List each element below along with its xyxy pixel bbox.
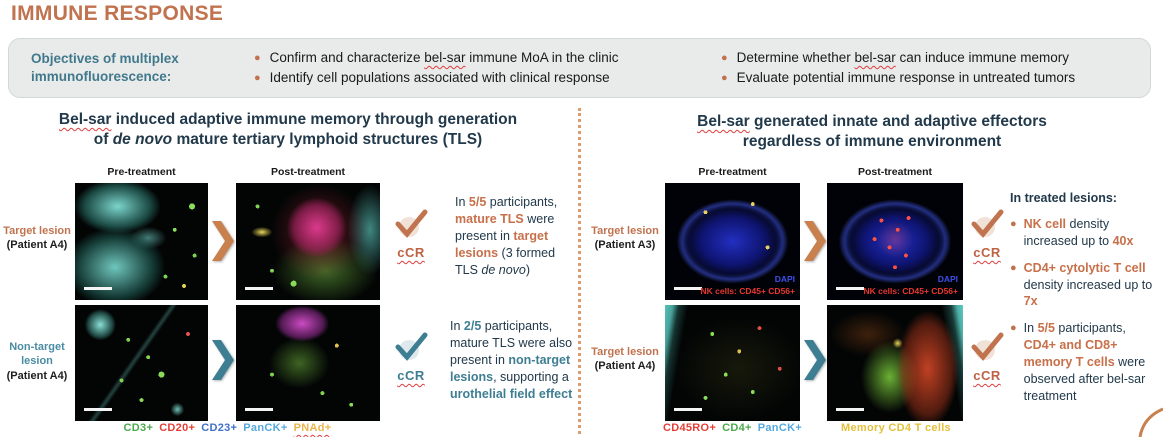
objectives-box: Objectives of multiplex immunofluorescen… xyxy=(8,38,1151,98)
checkmark-icon xyxy=(395,209,428,238)
left-row1-label: Target lesion (Patient A4) xyxy=(3,225,71,252)
right-row1-label: Target lesion (Patient A3) xyxy=(591,225,659,252)
bullet-icon: ● xyxy=(254,71,261,84)
corner-swoosh-decoration xyxy=(1138,407,1163,437)
micrograph-right-target-a3-post: DAPI NK cells: CD45+ CD56+ xyxy=(827,183,963,300)
right-pre-treatment-header: Pre-treatment xyxy=(698,166,767,178)
dapi-label: DAPI xyxy=(774,274,795,285)
left-row2-note: In 2/5 participants, mature TLS were als… xyxy=(450,319,573,401)
left-pre-treatment-header: Pre-treatment xyxy=(107,166,176,178)
micrograph-right-target-a4-post xyxy=(827,305,963,421)
scale-bar xyxy=(84,408,112,411)
ccr-indicator-left-row2: cCR xyxy=(388,330,434,383)
micrograph-left-target-pre xyxy=(75,183,208,300)
checkmark-icon xyxy=(971,209,1004,238)
bullet-icon: ● xyxy=(721,71,728,84)
scale-bar xyxy=(245,408,273,411)
micrograph-left-nontarget-post xyxy=(236,305,380,421)
scale-bar xyxy=(836,287,864,290)
checkmark-icon xyxy=(395,332,428,361)
scale-bar xyxy=(836,408,864,411)
micrograph-right-target-a3-pre: DAPI NK cells: CD45+ CD56+ xyxy=(665,183,800,300)
left-row2-label: Non-target lesion (Patient A4) xyxy=(6,341,68,382)
right-pre-stain-caption: CD45RO+ CD4+ PanCK+ xyxy=(662,422,803,434)
ccr-indicator-right-row2: cCR xyxy=(964,330,1010,383)
notes-heading: In treated lesions: xyxy=(1010,191,1117,205)
scale-bar xyxy=(245,287,273,290)
scale-bar xyxy=(674,287,702,290)
chevron-right-icon xyxy=(804,221,826,261)
right-post-stain-caption: Memory CD4 T cells xyxy=(841,422,951,434)
left-post-treatment-header: Post-treatment xyxy=(270,166,346,178)
objectives-column-1: ● Confirm and characterize bel-sar immun… xyxy=(254,48,709,88)
bullet-icon: ● xyxy=(1010,261,1017,274)
objectives-column-2: ● Determine whether bel-sar can induce i… xyxy=(721,48,1151,88)
chevron-right-icon xyxy=(804,340,826,380)
left-panel-stain-caption: CD3+ CD20+ CD23+ PanCK+ PNAd+ xyxy=(123,422,332,434)
objective-item-1: ● Confirm and characterize bel-sar immun… xyxy=(254,50,619,65)
bullet-icon: ● xyxy=(1010,217,1017,230)
micrograph-right-target-a4-pre xyxy=(665,305,800,421)
right-panel-title: Bel-sar generated innate and adaptive ef… xyxy=(697,113,1047,150)
page-title: IMMUNE RESPONSE xyxy=(11,2,224,25)
objectives-label: Objectives of multiplex immunofluorescen… xyxy=(31,51,179,84)
note-item-2: ● CD4+ cytolytic T cell density increase… xyxy=(1010,260,1153,309)
scale-bar xyxy=(84,287,112,290)
note-item-3: ● In 5/5 participants, CD4+ and CD8+ mem… xyxy=(1010,321,1146,403)
panel-divider xyxy=(578,108,581,434)
chevron-right-icon xyxy=(212,221,234,261)
objective-item-4: ● Evaluate potential immune response in … xyxy=(721,69,1076,85)
bullet-icon: ● xyxy=(1010,322,1017,335)
ccr-indicator-left-row1: cCR xyxy=(388,207,434,260)
right-post-treatment-header: Post-treatment xyxy=(857,166,933,178)
dapi-label: DAPI xyxy=(937,274,958,285)
scale-bar xyxy=(674,408,702,411)
checkmark-icon xyxy=(971,332,1004,361)
image-stain-labels: DAPI NK cells: CD45+ CD56+ xyxy=(701,274,796,297)
nk-cells-label: NK cells: CD45+ CD56+ xyxy=(700,285,796,296)
micrograph-left-target-post xyxy=(236,183,380,300)
left-row1-note: In 5/5 participants, mature TLS were pre… xyxy=(455,195,558,277)
nk-cells-label: NK cells: CD45+ CD56+ xyxy=(863,285,959,296)
bullet-icon: ● xyxy=(721,52,728,64)
micrograph-left-nontarget-pre xyxy=(75,305,208,421)
left-panel-title: Bel-sar induced adaptive immune memory t… xyxy=(58,111,518,148)
ccr-indicator-right-row1: cCR xyxy=(964,207,1010,260)
chevron-right-icon xyxy=(212,340,234,380)
right-row2-label: Target lesion (Patient A4) xyxy=(591,346,659,373)
note-item-1: ● NK cell density increased up to 40x xyxy=(1010,216,1134,248)
objective-item-3: ● Determine whether bel-sar can induce i… xyxy=(721,50,1070,65)
objective-item-2: ● Identify cell populations associated w… xyxy=(254,69,610,85)
bullet-icon: ● xyxy=(254,52,261,64)
image-stain-labels: DAPI NK cells: CD45+ CD56+ xyxy=(864,274,959,297)
right-panel-notes: In treated lesions: ● NK cell density in… xyxy=(1010,190,1160,415)
